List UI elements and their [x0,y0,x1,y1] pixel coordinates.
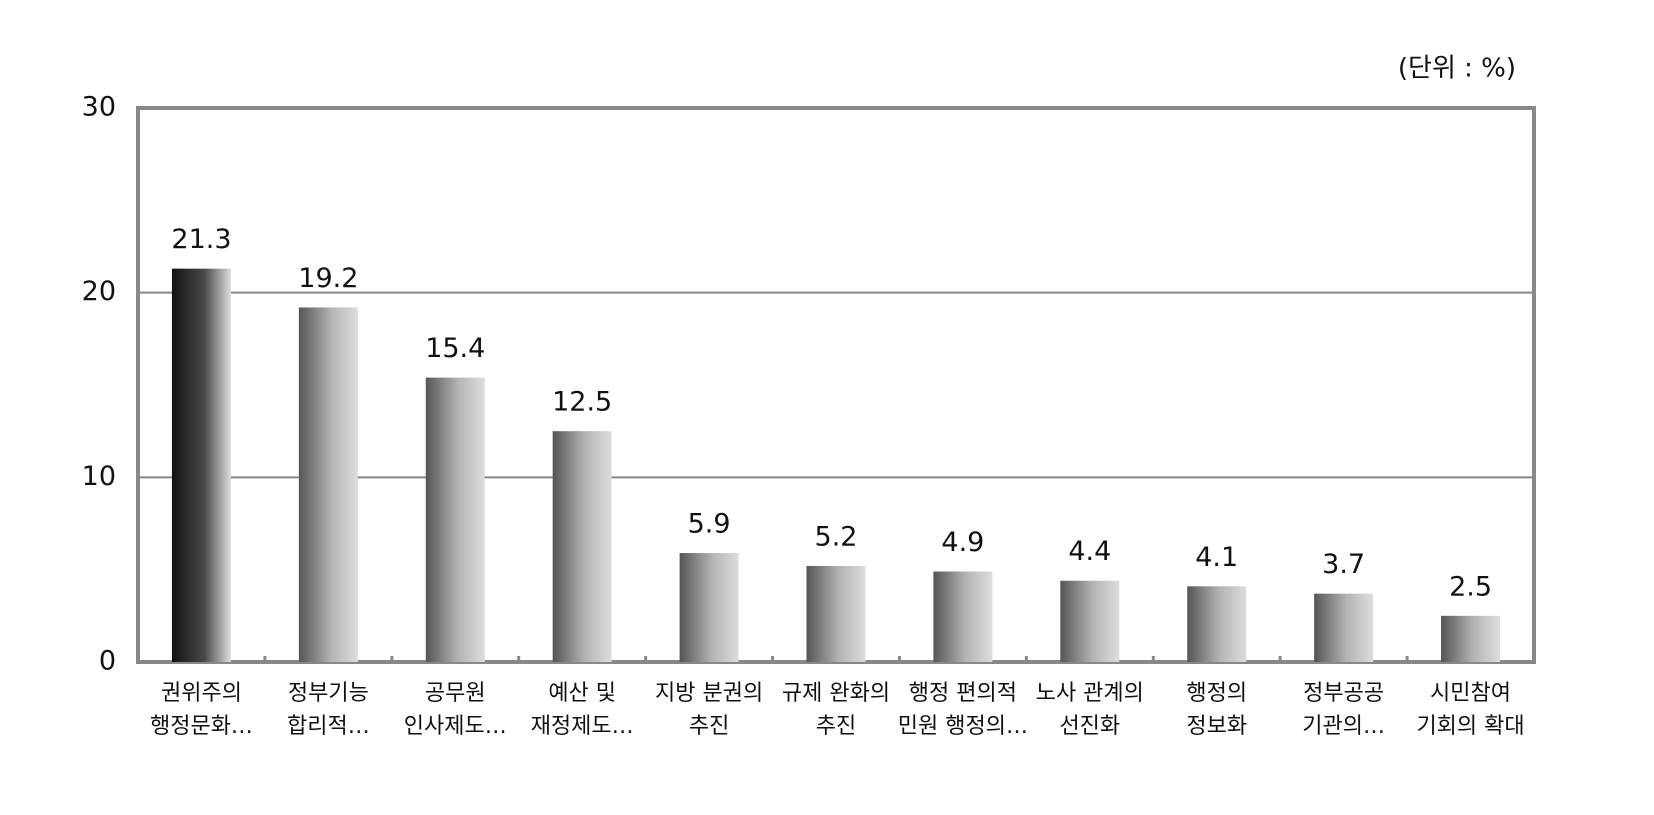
value-label: 2.5 [1449,571,1492,602]
x-tick-label: 권위주의 [161,681,242,706]
bar [1441,615,1501,662]
x-tick-label: 추진 [689,714,729,739]
x-tick-label: 재정제도… [531,714,634,739]
x-tick-label: 정부공공 [1303,681,1384,706]
x-tick-label: 기회의 확대 [1416,714,1524,739]
x-tick-label: 인사제도… [404,714,507,739]
y-tick-label: 20 [82,276,116,307]
bar [298,307,358,662]
bar [806,565,866,662]
bar [1060,580,1120,662]
bar [1314,593,1374,662]
x-tick-label: 규제 완화의 [782,681,890,706]
bar [1187,586,1247,662]
x-tick-label: 합리적… [287,714,370,739]
value-label: 12.5 [552,387,612,418]
x-tick-label: 기관의… [1302,714,1385,739]
y-tick-label: 30 [82,92,116,123]
unit-label: (단위 : %) [1398,54,1516,84]
x-tick-label: 민원 행정의… [898,714,1028,739]
x-tick-label: 정보화 [1186,714,1247,739]
x-tick-label: 행정의 [1186,681,1247,706]
x-tick-label: 예산 및 [548,681,616,706]
value-label: 4.4 [1068,536,1111,567]
x-tick-label: 행정 편의적 [909,681,1017,706]
value-label: 15.4 [425,333,485,364]
x-tick-label: 행정문화… [150,714,253,739]
x-tick-label: 지방 분권의 [655,681,763,706]
y-tick-label: 0 [99,646,116,677]
x-tick-label: 선진화 [1059,714,1120,739]
x-tick-label: 추진 [816,714,856,739]
value-label: 4.9 [941,527,984,558]
bar [171,268,231,662]
x-tick-label: 공무원 [425,681,486,706]
value-label: 4.1 [1195,542,1238,573]
value-label: 3.7 [1322,549,1365,580]
bar [933,571,993,662]
value-label: 21.3 [171,224,231,255]
x-tick-label: 시민참여 [1430,681,1511,706]
value-label: 5.2 [815,521,858,552]
bar [679,553,739,662]
x-tick-label: 정부기능 [288,681,369,706]
y-tick-label: 10 [82,461,116,492]
bar [552,431,612,662]
bar [425,377,485,662]
x-tick-label: 노사 관계의 [1036,681,1144,706]
value-label: 19.2 [298,263,358,294]
value-label: 5.9 [688,509,731,540]
